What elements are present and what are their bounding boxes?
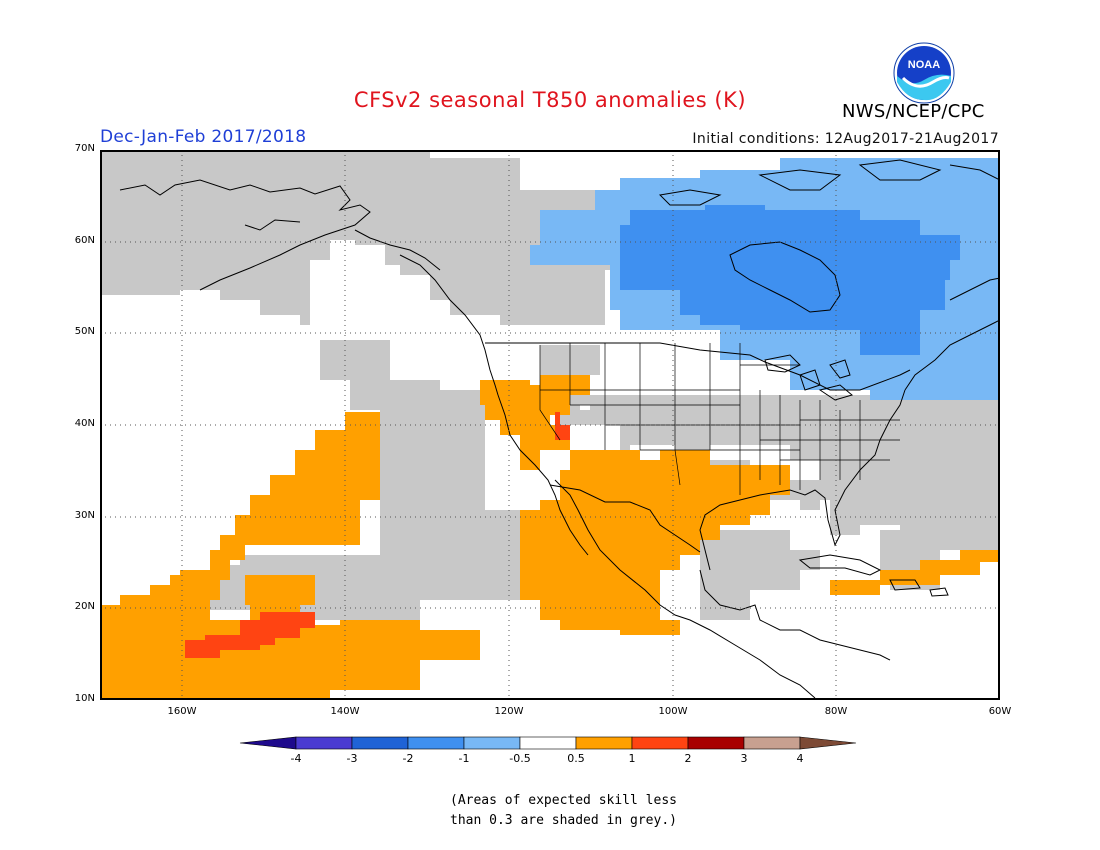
- colorbar-cell: [463, 736, 521, 750]
- colorbar-tick-label: 0.5: [567, 752, 585, 765]
- footnote-line-2: than 0.3 are shaded in grey.): [450, 813, 677, 828]
- colorbar-cell: [575, 736, 633, 750]
- colorbar-cell: [519, 736, 577, 750]
- colorbar-tick-label: 4: [796, 752, 804, 765]
- coastline-pacific-northwest: [399, 254, 499, 396]
- lon-label-100w: 100W: [658, 706, 688, 717]
- lat-label-60n: 60N: [74, 235, 95, 246]
- lon-label-160w: 160W: [167, 706, 197, 717]
- lat-label-70n: 70N: [74, 143, 95, 154]
- anomaly-map: [100, 150, 1000, 700]
- colorbar-cell: [743, 736, 801, 750]
- colorbar-tick-label: -2: [402, 752, 414, 765]
- coastline-alaska: [119, 179, 441, 291]
- colorbar-tick-label: 3: [740, 752, 748, 765]
- colorbar-arrow-high: [799, 736, 857, 750]
- map-frame: [100, 150, 1000, 700]
- colorbar-tick-label: -0.5: [509, 752, 531, 765]
- initial-conditions-label: Initial conditions: 12Aug2017-21Aug2017: [692, 131, 999, 147]
- lat-label-30n: 30N: [74, 510, 95, 521]
- grey-region-alaska: [100, 150, 620, 325]
- footnote: (Areas of expected skill less than 0.3 a…: [450, 791, 750, 831]
- coastline-gulf-of-mexico: [699, 389, 906, 661]
- colorbar-cell: [631, 736, 689, 750]
- lat-label-40n: 40N: [74, 418, 95, 429]
- grey-region-east: [580, 395, 1000, 540]
- colorbar-cell: [351, 736, 409, 750]
- orange-region-southern-plains: [560, 450, 790, 520]
- colorbar-tick-label: -3: [346, 752, 358, 765]
- colorbar-arrow-low: [239, 736, 297, 750]
- orange-region-pacific: [100, 412, 480, 698]
- footnote-line-1: (Areas of expected skill less: [450, 793, 677, 808]
- colorbar-cell: [407, 736, 465, 750]
- coastline-hudson-bay: [729, 241, 841, 313]
- red-positive-anomaly: [185, 412, 570, 658]
- us-canada-border: [485, 342, 911, 391]
- coastline-california: [497, 394, 816, 699]
- lon-label-80w: 80W: [824, 706, 848, 717]
- colorbar-cell: [687, 736, 745, 750]
- colorbar-tick-label: -4: [290, 752, 302, 765]
- red-region-pacific: [185, 612, 315, 658]
- season-label: Dec-Jan-Feb 2017/2018: [100, 127, 307, 147]
- agency-label: NWS/NCEP/CPC: [842, 101, 985, 122]
- lon-label-140w: 140W: [330, 706, 360, 717]
- noaa-logo: NOAA: [893, 42, 955, 104]
- orange-positive-anomaly: [100, 375, 1000, 698]
- coastline-caribbean-islands: [798, 554, 949, 597]
- orange-region-caribbean: [830, 550, 1000, 595]
- colorbar: [239, 736, 857, 750]
- red-region-nevada: [555, 412, 570, 440]
- lat-label-20n: 20N: [74, 601, 95, 612]
- grey-region-pacific: [200, 340, 540, 620]
- us-mexico-border: [549, 484, 701, 553]
- noaa-logo-text: NOAA: [908, 59, 940, 71]
- graticule: [100, 150, 1000, 700]
- colorbar-cell: [295, 736, 353, 750]
- lat-label-10n: 10N: [74, 693, 95, 704]
- grey-region-gulf: [700, 530, 820, 620]
- state-borders: [539, 343, 900, 495]
- lat-label-50n: 50N: [74, 326, 95, 337]
- coastline-arctic-islands: [658, 159, 1000, 206]
- colorbar-tick-label: 2: [684, 752, 692, 765]
- coastline-atlantic-canada: [904, 277, 1000, 391]
- coastlines-and-borders: [119, 159, 1000, 699]
- orange-region-hawaii: [245, 575, 315, 620]
- orange-region-northern-rockies: [495, 375, 590, 415]
- colorbar-tick-label: 1: [628, 752, 636, 765]
- lon-label-120w: 120W: [494, 706, 524, 717]
- lon-label-60w: 60W: [988, 706, 1012, 717]
- colorbar-tick-label: -1: [458, 752, 470, 765]
- chart-title: CFSv2 seasonal T850 anomalies (K): [353, 88, 747, 112]
